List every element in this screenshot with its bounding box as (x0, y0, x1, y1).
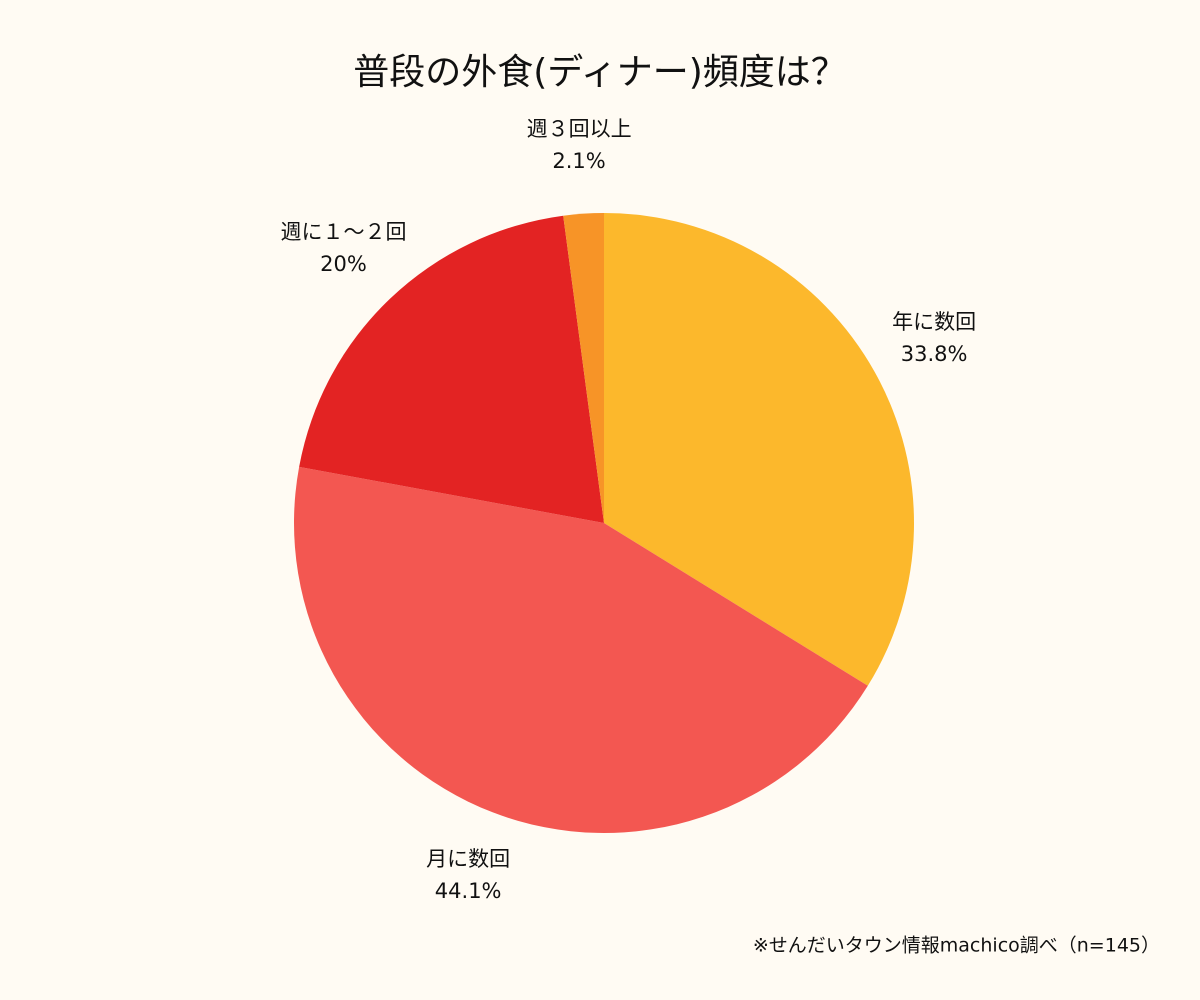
value-label: 33.8% (901, 342, 968, 366)
pie-slice (604, 213, 914, 686)
value-label: 2.1% (552, 149, 605, 173)
value-label: 44.1% (435, 879, 502, 903)
chart-title: 普段の外食(ディナー)頻度は？ (353, 52, 847, 93)
slice-label: 週に１～２回 (281, 220, 407, 244)
slice-label: 年に数回 (892, 310, 976, 334)
value-label: 20% (320, 252, 367, 276)
slice-label: 週３回以上 (527, 117, 632, 141)
source-note: ※せんだいタウン情報machico調べ（n=145） (753, 935, 1160, 957)
pie-slice (299, 215, 604, 523)
pie-slice (563, 213, 604, 523)
slice-label: 月に数回 (426, 847, 510, 871)
pie-slice (294, 466, 868, 833)
